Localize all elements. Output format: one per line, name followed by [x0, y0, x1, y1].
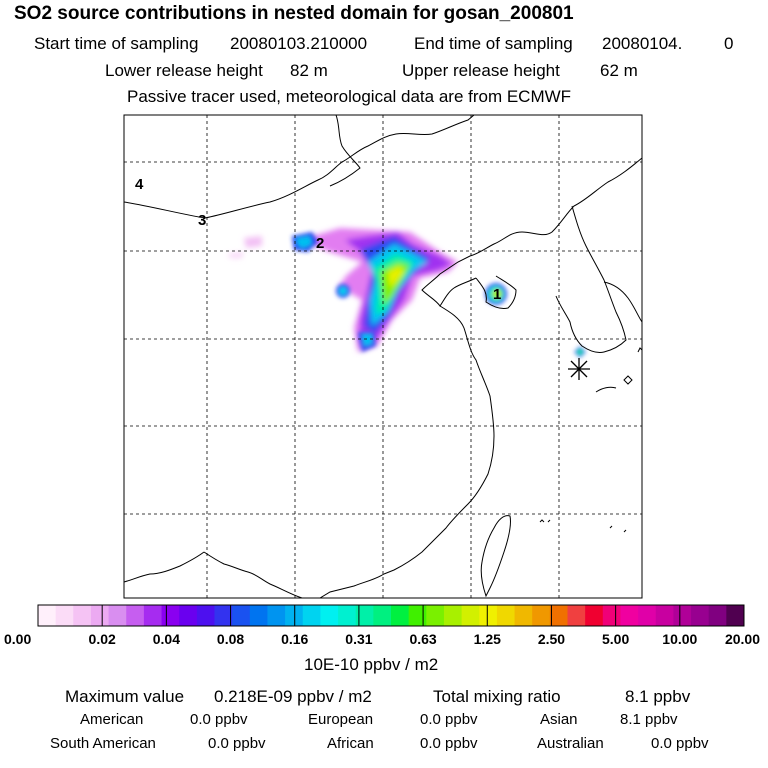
colorbar-swatch — [655, 605, 674, 626]
colorbar-swatch — [408, 605, 427, 626]
lower-release-value: 82 m — [290, 61, 328, 80]
colorbar-swatch — [232, 605, 251, 626]
figure-title: SO2 source contributions in nested domai… — [14, 3, 574, 24]
colorbar-swatch — [143, 605, 163, 626]
max-value: 0.218E-09 ppbv / m2 — [214, 687, 372, 706]
colorbar-swatch — [302, 605, 321, 626]
upper-release-value: 62 m — [600, 61, 638, 80]
region-name: Asian — [540, 711, 578, 728]
total-mixing-value: 8.1 ppbv — [625, 687, 691, 706]
colorbar-tick-label: 1.25 — [473, 631, 501, 647]
colorbar-swatch — [585, 605, 604, 626]
source-label-3: 3 — [198, 212, 206, 229]
colorbar-swatch — [443, 605, 463, 626]
source-label-4: 4 — [135, 176, 144, 193]
end-time-value: 20080104. — [602, 34, 683, 53]
plume-layer — [228, 228, 586, 358]
colorbar-swatch — [549, 605, 568, 626]
colorbar-tick-label: 10.00 — [662, 631, 698, 647]
colorbar-swatch — [108, 605, 127, 626]
colorbar-swatch — [126, 605, 145, 626]
colorbar-swatch — [726, 605, 745, 626]
colorbar-swatch — [496, 605, 516, 626]
colorbar-tick-label: 0.02 — [88, 631, 116, 647]
lat-lon-grid — [124, 115, 642, 598]
max-value-label: Maximum value — [65, 687, 185, 706]
lower-release-label: Lower release height — [105, 61, 263, 80]
region-name: European — [308, 711, 374, 728]
colorbar-swatch — [532, 605, 551, 626]
colorbar-swatch — [196, 605, 215, 626]
receptor-marker — [568, 358, 590, 380]
end-time-suffix: 0 — [724, 34, 734, 53]
end-time-label: End time of sampling — [414, 34, 573, 53]
colorbar-swatch — [691, 605, 710, 626]
region-value: 0.0 ppbv — [190, 711, 248, 728]
colorbar-swatch — [514, 605, 533, 626]
colorbar-swatch — [373, 605, 392, 626]
colorbar-swatch — [338, 605, 357, 626]
region-name: South American — [50, 735, 156, 752]
region-value: 0.0 ppbv — [420, 711, 478, 728]
upper-release-label: Upper release height — [402, 61, 560, 80]
tracer-note: Passive tracer used, meteorological data… — [127, 87, 572, 106]
colorbar-tick-label: 0.04 — [152, 631, 180, 647]
start-time-value: 20080103.210000 — [230, 34, 368, 53]
colorbar-swatch — [673, 605, 692, 626]
total-mixing-label: Total mixing ratio — [433, 687, 561, 706]
region-value: 0.0 ppbv — [651, 735, 709, 752]
colorbar-tick-label: 0.63 — [409, 631, 437, 647]
colorbar-swatch — [73, 605, 92, 626]
region-value: 0.0 ppbv — [420, 735, 478, 752]
colorbar-swatch — [320, 605, 339, 626]
colorbar-swatch — [249, 605, 268, 626]
colorbar-swatch — [38, 605, 57, 626]
colorbar-swatch — [426, 605, 445, 626]
start-time-label: Start time of sampling — [34, 34, 199, 53]
colorbar-swatch — [179, 605, 198, 626]
colorbar-swatch — [391, 605, 410, 626]
colorbar-swatch — [355, 605, 374, 626]
colorbar-tick-label: 20.00 — [724, 631, 760, 647]
colorbar-swatch — [285, 605, 304, 626]
colorbar-swatch — [479, 605, 498, 626]
colorbar-tick-label: 2.50 — [537, 631, 566, 647]
colorbar-swatch — [638, 605, 657, 626]
colorbar-tick-label: 0.00 — [4, 631, 32, 647]
colorbar-swatch — [55, 605, 74, 626]
colorbar-swatch — [214, 605, 233, 626]
colorbar-swatch — [461, 605, 480, 626]
colorbar-frame — [37, 604, 745, 627]
colorbar-swatch — [567, 605, 586, 626]
colorbar-swatch — [267, 605, 286, 626]
region-name: American — [80, 711, 144, 728]
colorbar-tick-label: 0.08 — [216, 631, 245, 647]
map-frame — [123, 114, 643, 599]
colorbar-swatch — [602, 605, 621, 626]
colorbar-tick-label: 0.31 — [345, 631, 373, 647]
region-name: Australian — [537, 735, 604, 752]
source-label-2: 2 — [316, 235, 324, 252]
colorbar-tick-label: 0.16 — [281, 631, 309, 647]
colorbar-swatch — [90, 605, 110, 626]
source-label-1: 1 — [493, 286, 501, 303]
colorbar-unit: 10E-10 ppbv / m2 — [304, 655, 439, 674]
colorbar-swatch — [161, 605, 180, 626]
region-value: 8.1 ppbv — [620, 711, 678, 728]
region-name: African — [327, 735, 374, 752]
colorbar-swatch — [708, 605, 727, 626]
colorbar-swatch — [620, 605, 639, 626]
colorbar — [37, 604, 745, 627]
region-value: 0.0 ppbv — [208, 735, 266, 752]
colorbar-tick-label: 5.00 — [602, 631, 630, 647]
